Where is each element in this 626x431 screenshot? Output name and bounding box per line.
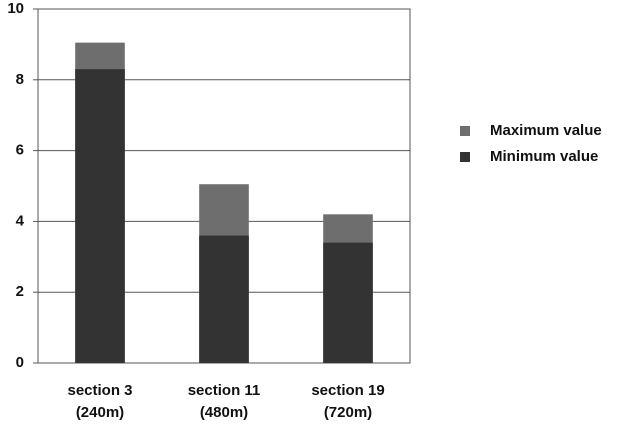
- legend-swatch: [460, 126, 470, 136]
- legend-label: Minimum value: [490, 148, 598, 165]
- bar: [199, 235, 249, 363]
- x-tick-label: section 3 (240m): [67, 382, 132, 421]
- legend-swatch: [460, 152, 470, 162]
- y-tick-label: 10: [7, 0, 24, 17]
- x-tick-label: section 11 (480m): [188, 382, 261, 421]
- x-tick-label: section 19 (720m): [311, 382, 384, 421]
- y-tick-label: 0: [16, 354, 24, 371]
- bar: [75, 69, 125, 364]
- y-tick-label: 6: [16, 142, 24, 159]
- y-tick-label: 4: [16, 212, 25, 229]
- y-tick-label: 2: [16, 283, 24, 300]
- legend-label: Maximum value: [490, 122, 602, 139]
- bar: [323, 242, 373, 363]
- y-tick-label: 8: [16, 71, 24, 88]
